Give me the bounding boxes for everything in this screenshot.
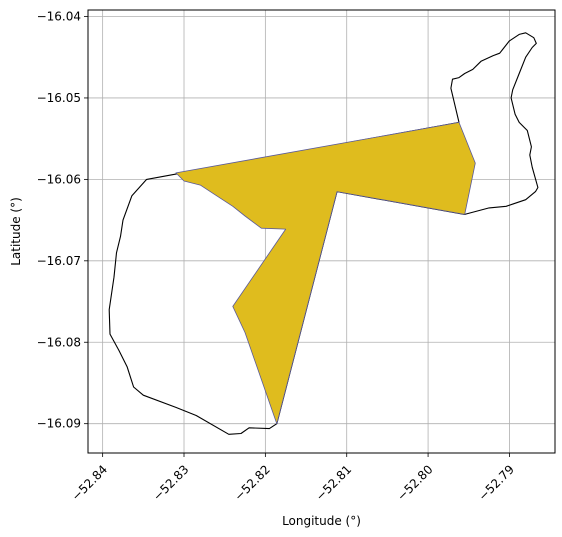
y-tick-label-3: −16.07 — [37, 254, 81, 268]
y-axis-label: Latitude (°) — [9, 197, 23, 266]
y-tick-label-2: −16.06 — [37, 172, 81, 186]
y-tick-label-0: −16.04 — [37, 10, 81, 24]
x-axis-label: Longitude (°) — [282, 514, 361, 528]
y-tick-label-4: −16.08 — [37, 335, 81, 349]
map-layers — [108, 32, 539, 435]
boundary-polygon — [108, 32, 539, 435]
y-tick-label-1: −16.05 — [37, 91, 81, 105]
highlighted-area-polygon — [175, 122, 476, 425]
grid-lines — [88, 10, 555, 453]
axes-frame — [87, 9, 556, 454]
y-tick-label-5: −16.09 — [37, 417, 81, 431]
